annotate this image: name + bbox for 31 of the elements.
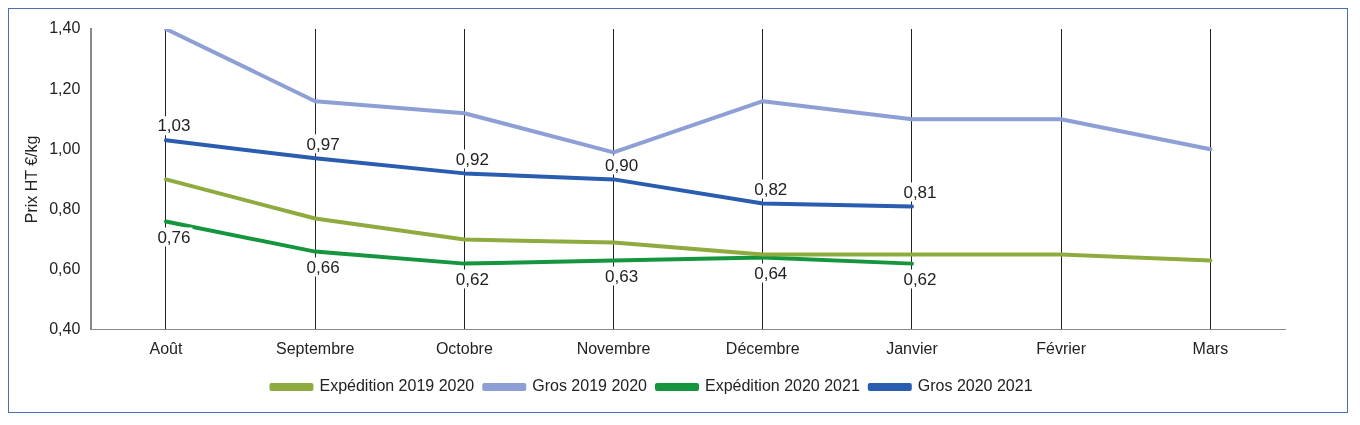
x-tick-label: Janvier [886,339,939,357]
x-tick-label: Février [1036,339,1087,357]
data-label: 1,03 [157,116,191,136]
x-tick-label: Mars [1192,339,1229,357]
y-tick-label: 0,40 [49,320,81,338]
x-tick-label: Novembre [576,339,651,357]
legend-label: Gros 2020 2021 [917,377,1033,395]
data-label: 0,82 [754,179,788,199]
legend-label: Gros 2019 2020 [532,377,648,395]
x-tick-label: Décembre [725,339,800,357]
data-label: 0,63 [605,266,639,286]
data-label: 0,66 [306,257,340,277]
x-tick-label: Septembre [276,339,355,357]
y-tick-label: 1,20 [49,79,81,97]
y-tick-label: 0,60 [49,260,81,278]
y-tick-label: 1,40 [49,19,81,37]
y-tick-label: 1,00 [49,139,81,157]
data-label: 0,64 [754,263,788,283]
y-tick-label: 0,80 [49,199,81,217]
legend-label: Expédition 2020 2021 [705,377,860,395]
legend-label: Expédition 2019 2020 [319,377,475,395]
data-label: 0,90 [605,155,639,175]
data-label: 0,97 [306,134,340,154]
data-label: 0,62 [455,269,489,289]
x-tick-label: Octobre [435,339,493,357]
data-label: 0,92 [455,149,489,169]
y-axis-title: Prix HT €/kg [23,135,41,224]
data-label: 0,76 [157,227,191,247]
data-label: 0,62 [903,269,937,289]
x-tick-label: Août [149,339,183,357]
data-label: 0,81 [903,182,937,202]
